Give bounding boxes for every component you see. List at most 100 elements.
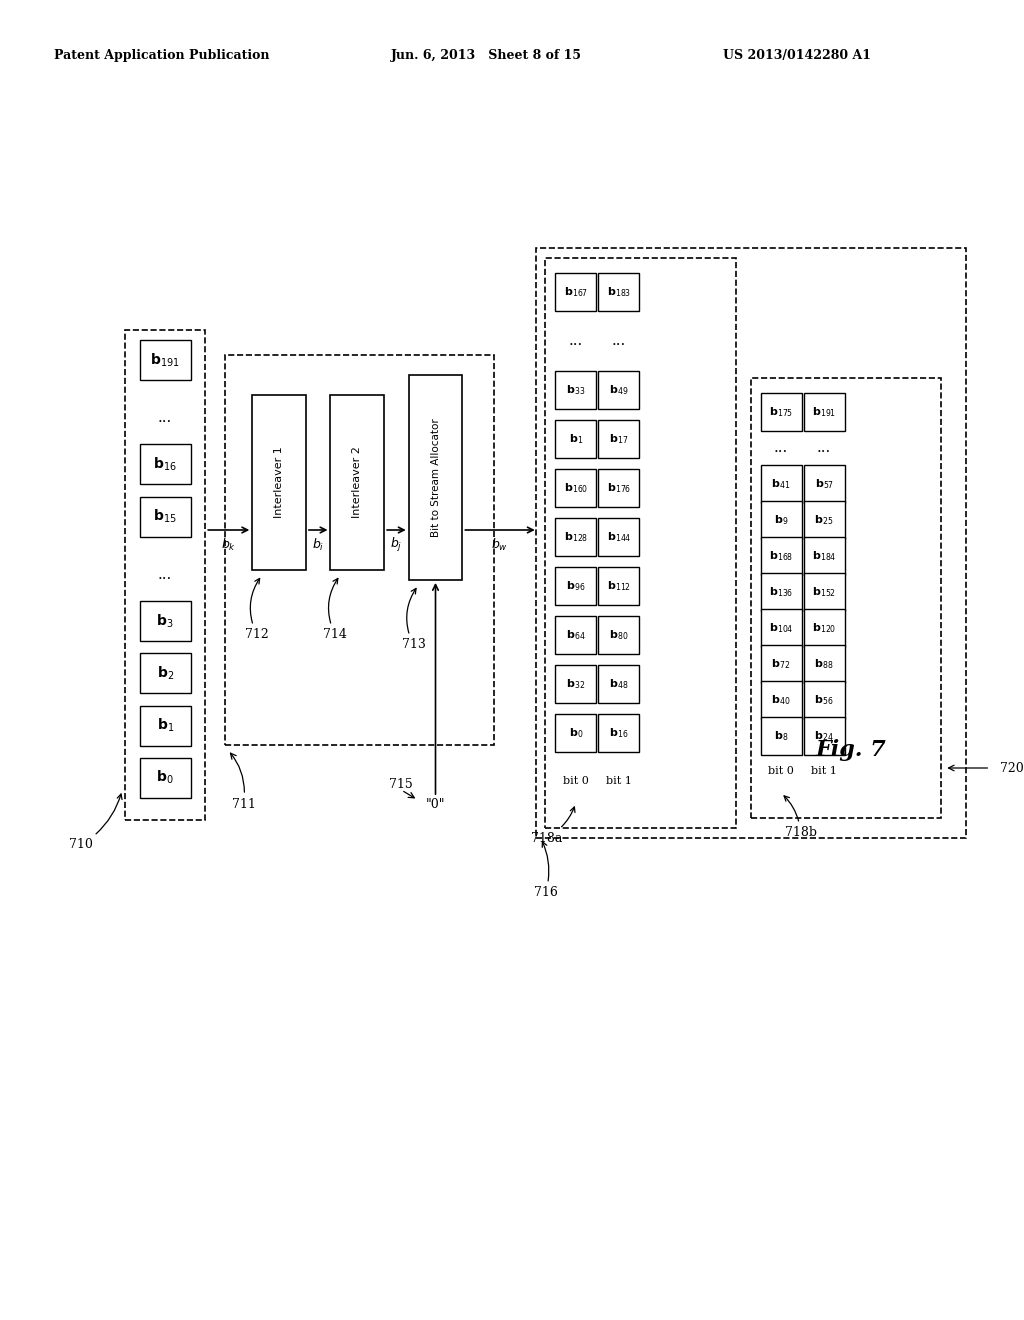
Bar [751, 378, 941, 818]
Text: bit 0: bit 0 [563, 776, 589, 785]
Bar [598, 665, 639, 704]
Bar [546, 257, 736, 828]
Bar [598, 420, 639, 458]
Bar [804, 502, 845, 539]
Text: $\mathbf{b}_{175}$: $\mathbf{b}_{175}$ [769, 405, 794, 418]
Bar [804, 681, 845, 719]
Text: $\mathbf{b}_{183}$: $\mathbf{b}_{183}$ [606, 285, 631, 298]
Bar [598, 517, 639, 556]
Text: $\mathbf{b}_{56}$: $\mathbf{b}_{56}$ [814, 693, 834, 708]
Bar [555, 616, 596, 653]
Text: $\mathbf{b}_{33}$: $\mathbf{b}_{33}$ [566, 383, 586, 397]
Bar [331, 395, 384, 570]
Text: $b_i$: $b_i$ [312, 537, 325, 553]
Text: $\mathbf{b}_{32}$: $\mathbf{b}_{32}$ [566, 677, 586, 690]
Bar [804, 573, 845, 611]
Text: $\mathbf{b}_{112}$: $\mathbf{b}_{112}$ [607, 579, 631, 593]
Bar [598, 469, 639, 507]
Bar [555, 469, 596, 507]
Text: $\mathbf{b}_{191}$: $\mathbf{b}_{191}$ [812, 405, 837, 418]
Text: $\mathbf{b}_{72}$: $\mathbf{b}_{72}$ [771, 657, 791, 671]
Text: $\mathbf{b}_{16}$: $\mathbf{b}_{16}$ [154, 455, 177, 473]
Text: $\mathbf{b}_{40}$: $\mathbf{b}_{40}$ [771, 693, 791, 708]
Bar [804, 465, 845, 503]
Text: $b_j$: $b_j$ [390, 536, 402, 554]
Bar [555, 665, 596, 704]
Text: $\mathbf{b}_{24}$: $\mathbf{b}_{24}$ [814, 729, 834, 743]
Bar [125, 330, 205, 820]
Bar [761, 681, 802, 719]
Bar [555, 273, 596, 312]
Text: $\mathbf{b}_{168}$: $\mathbf{b}_{168}$ [769, 549, 794, 562]
Bar [140, 706, 190, 746]
Text: US 2013/0142280 A1: US 2013/0142280 A1 [723, 49, 871, 62]
Bar [598, 714, 639, 752]
Text: $\mathbf{b}_{8}$: $\mathbf{b}_{8}$ [774, 729, 788, 743]
Text: $\mathbf{b}_{49}$: $\mathbf{b}_{49}$ [609, 383, 629, 397]
Text: ...: ... [817, 441, 831, 455]
Text: $b_w$: $b_w$ [492, 537, 509, 553]
Text: 713: 713 [401, 589, 425, 652]
Text: Bit to Stream Allocator: Bit to Stream Allocator [430, 418, 440, 537]
Text: 712: 712 [245, 578, 269, 642]
Bar [140, 341, 190, 380]
Bar [761, 537, 802, 576]
Text: $\mathbf{b}_{0}$: $\mathbf{b}_{0}$ [157, 770, 174, 787]
Text: ...: ... [158, 568, 172, 582]
Bar [804, 645, 845, 682]
Bar [555, 420, 596, 458]
Text: "0": "0" [426, 799, 445, 812]
Bar [140, 496, 190, 537]
Text: ...: ... [774, 441, 788, 455]
Text: $\mathbf{b}_{48}$: $\mathbf{b}_{48}$ [609, 677, 629, 690]
Text: $\mathbf{b}_{0}$: $\mathbf{b}_{0}$ [568, 726, 583, 741]
Text: $\mathbf{b}_{136}$: $\mathbf{b}_{136}$ [769, 585, 794, 599]
Text: $\mathbf{b}_{1}$: $\mathbf{b}_{1}$ [157, 717, 174, 734]
Text: $\mathbf{b}_{160}$: $\mathbf{b}_{160}$ [563, 480, 588, 495]
Text: $b_k$: $b_k$ [221, 537, 237, 553]
Text: $\mathbf{b}_{1}$: $\mathbf{b}_{1}$ [568, 432, 583, 446]
Bar [555, 568, 596, 605]
Bar [761, 717, 802, 755]
Text: $\mathbf{b}_{16}$: $\mathbf{b}_{16}$ [609, 726, 629, 741]
Text: 718a: 718a [530, 807, 574, 845]
Bar [598, 616, 639, 653]
Text: Interleaver 1: Interleaver 1 [274, 446, 284, 519]
Bar [598, 273, 639, 312]
Text: 718b: 718b [784, 796, 816, 840]
Bar [804, 717, 845, 755]
Bar [761, 393, 802, 432]
Text: $\mathbf{b}_{176}$: $\mathbf{b}_{176}$ [606, 480, 631, 495]
Text: $\mathbf{b}_{3}$: $\mathbf{b}_{3}$ [157, 612, 174, 630]
Bar [555, 371, 596, 409]
Text: ...: ... [158, 412, 172, 425]
Bar [140, 445, 190, 484]
Text: $\mathbf{b}_{120}$: $\mathbf{b}_{120}$ [812, 622, 837, 635]
Bar [598, 568, 639, 605]
Bar [761, 502, 802, 539]
Bar [140, 758, 190, 797]
Bar [555, 714, 596, 752]
Text: 715: 715 [389, 779, 413, 792]
Text: $\mathbf{b}_{191}$: $\mathbf{b}_{191}$ [151, 351, 180, 368]
Bar [555, 517, 596, 556]
Text: 716: 716 [534, 842, 557, 899]
Text: $\mathbf{b}_{15}$: $\mathbf{b}_{15}$ [154, 508, 177, 525]
Bar [536, 248, 966, 838]
Text: $\mathbf{b}_{144}$: $\mathbf{b}_{144}$ [606, 531, 631, 544]
Text: $\mathbf{b}_{88}$: $\mathbf{b}_{88}$ [814, 657, 834, 671]
Text: Jun. 6, 2013   Sheet 8 of 15: Jun. 6, 2013 Sheet 8 of 15 [391, 49, 582, 62]
Text: 711: 711 [232, 799, 256, 812]
Bar [761, 609, 802, 647]
Bar [761, 465, 802, 503]
Text: $\mathbf{b}_{167}$: $\mathbf{b}_{167}$ [563, 285, 588, 298]
Bar [140, 601, 190, 642]
Bar [804, 537, 845, 576]
Bar [804, 609, 845, 647]
Text: $\mathbf{b}_{9}$: $\mathbf{b}_{9}$ [774, 513, 788, 527]
Text: $\mathbf{b}_{2}$: $\mathbf{b}_{2}$ [157, 665, 174, 682]
Text: ...: ... [568, 334, 583, 348]
Bar [598, 371, 639, 409]
Text: bit 1: bit 1 [811, 766, 837, 776]
Text: $\mathbf{b}_{96}$: $\mathbf{b}_{96}$ [566, 579, 586, 593]
